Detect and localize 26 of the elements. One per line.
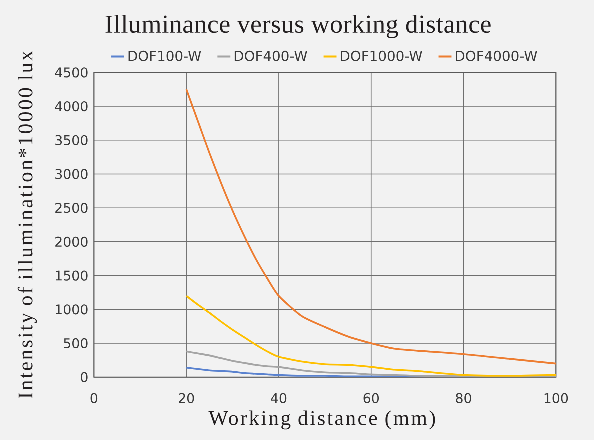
line-series [186,88,556,365]
x-tick-label: 0 [90,393,98,404]
x-tick-label: 20 [179,393,194,404]
x-tick-label: 100 [544,393,568,404]
y-tick-label: 1500 [56,270,88,281]
y-tick-label: 2000 [56,236,88,247]
x-tick-label: 80 [456,393,472,404]
y-tick-label: 1000 [56,304,88,315]
y-tick-label: 2500 [56,202,88,214]
line-series [186,295,556,377]
x-axis-title: Working distance (mm) [208,410,436,430]
y-tick-label: 3000 [56,169,88,180]
y-tick-label: 4000 [55,101,88,112]
line-series [186,350,556,378]
y-axis-title: Intensity of illumination*10000 lux [18,50,38,398]
y-tick-label: 500 [64,338,88,349]
legend-label: DOF100-W [128,50,202,62]
legend-label: DOF4000-W [456,50,538,62]
chart-title: Illuminance versus working distance [106,14,491,38]
y-tick-label: 4500 [55,68,88,78]
x-tick-label: 40 [271,393,287,404]
y-tick-label: 0 [81,372,88,382]
y-tick-label: 3500 [56,135,88,146]
legend-label: DOF400-W [234,50,308,62]
legend-label: DOF1000-W [341,50,422,62]
x-tick-label: 60 [364,393,380,404]
